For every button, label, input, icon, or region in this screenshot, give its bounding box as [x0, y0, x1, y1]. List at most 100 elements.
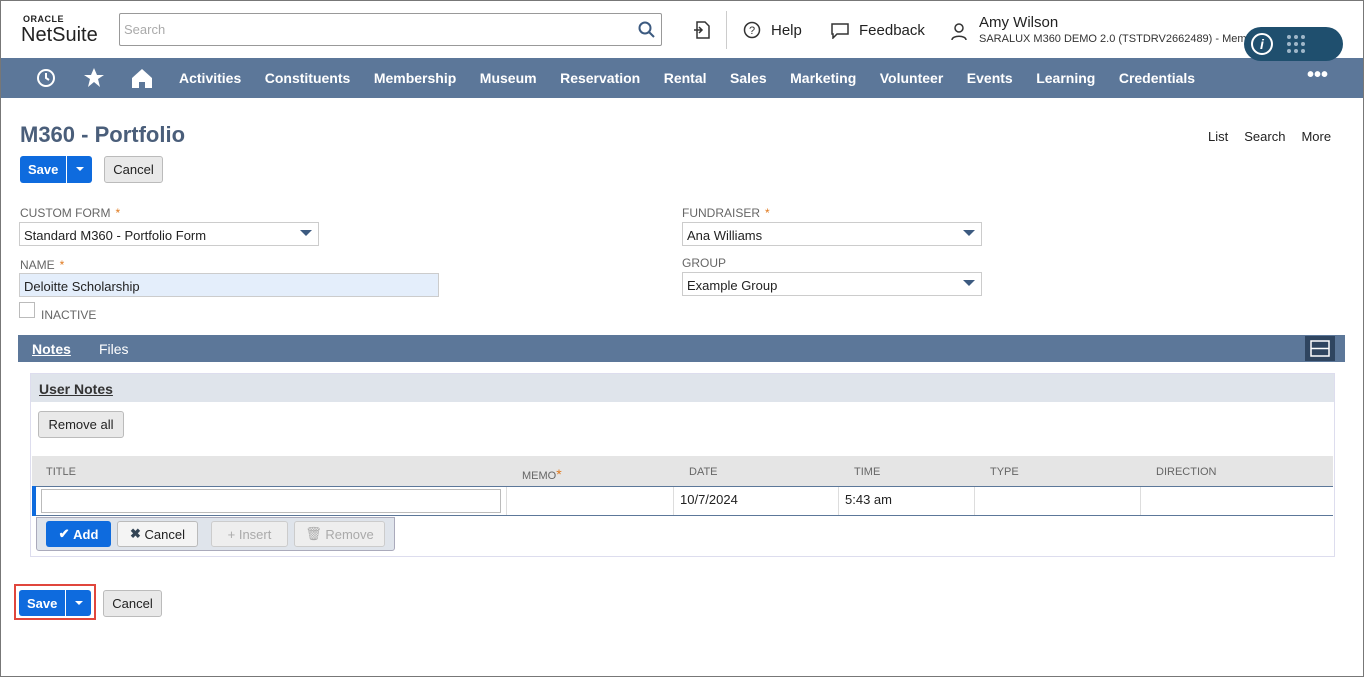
nav-item[interactable]: Credentials	[1118, 70, 1196, 86]
footer-save-button[interactable]: Save	[19, 590, 91, 616]
field-label: CUSTOM FORM *	[20, 206, 120, 220]
select-value: Ana Williams	[687, 228, 763, 243]
subtab-header	[31, 374, 1334, 402]
feedback-icon	[831, 23, 849, 39]
button-label: Insert	[238, 526, 272, 542]
user-name[interactable]: Amy Wilson	[979, 14, 1059, 31]
select-value: Standard M360 - Portfolio Form	[24, 228, 207, 243]
column-header: DATE	[689, 466, 718, 478]
column-header: TITLE	[46, 466, 76, 478]
nav-item[interactable]: Museum	[479, 70, 537, 86]
label-text: FUNDRAISER	[682, 206, 761, 220]
remove-all-button[interactable]: Remove all	[38, 411, 124, 438]
nav-menu: Activities Constituents Membership Museum Re…	[179, 70, 1195, 86]
input-value: Deloitte Scholarship	[24, 279, 140, 294]
nav-more[interactable]: •••	[1307, 64, 1329, 86]
date-cell[interactable]: 10/7/2024	[680, 492, 738, 507]
dropdown-icon[interactable]	[74, 600, 84, 606]
save-label: Save	[27, 595, 58, 611]
svg-text:?: ?	[749, 25, 755, 37]
tab-files[interactable]: Files	[99, 341, 129, 357]
nav-item[interactable]: Activities	[179, 70, 242, 86]
nav-bar: Activities Constituents Membership Museum Re…	[1, 58, 1363, 98]
title-input[interactable]	[41, 489, 501, 513]
page-link[interactable]: List	[1208, 129, 1229, 144]
time-cell[interactable]: 5:43 am	[845, 492, 892, 507]
dropdown-arrows	[300, 230, 975, 286]
label-text: CUSTOM FORM	[20, 206, 111, 220]
cell-divider	[974, 487, 975, 515]
row-marker	[32, 486, 36, 516]
divider	[726, 11, 727, 49]
field-label: FUNDRAISER *	[682, 206, 770, 220]
footer-cancel-button[interactable]: Cancel	[103, 590, 162, 617]
save-label: Save	[28, 162, 59, 177]
nav-item[interactable]: Marketing	[790, 70, 857, 86]
select-value: Example Group	[687, 278, 778, 293]
nav-item[interactable]: Sales	[730, 70, 767, 86]
search-box[interactable]: Search	[119, 13, 662, 46]
field-label: NAME *	[20, 258, 64, 272]
layout-toggle[interactable]	[1305, 336, 1335, 361]
column-header: DIRECTION	[1156, 466, 1217, 478]
divider	[66, 156, 67, 183]
row-cancel-button[interactable]: ✖ Cancel	[117, 521, 198, 547]
button-label: Cancel	[144, 526, 185, 542]
label-text: NAME	[20, 258, 55, 272]
help-icon: ?	[743, 21, 761, 39]
nav-icons[interactable]	[35, 67, 159, 89]
page-link[interactable]: More	[1301, 129, 1332, 144]
page-title: M360 - Portfolio	[20, 122, 186, 147]
remove-button[interactable]: 🗑 Remove	[294, 521, 385, 547]
required-mark: *	[765, 206, 770, 220]
page-links: List Search More	[1208, 129, 1331, 144]
divider	[65, 590, 66, 616]
fundraiser-select[interactable]: Ana Williams	[682, 222, 982, 246]
nav-item[interactable]: Reservation	[560, 70, 641, 86]
column-header: TYPE	[990, 466, 1019, 478]
dropdown-icon[interactable]	[75, 166, 85, 172]
nav-item[interactable]: Learning	[1036, 70, 1096, 86]
cell-divider	[506, 487, 507, 515]
insert-button[interactable]: + Insert	[211, 521, 288, 547]
nav-item[interactable]: Rental	[663, 70, 707, 86]
nav-item[interactable]: Volunteer	[879, 70, 944, 86]
subtab-title[interactable]: User Notes	[39, 381, 113, 397]
user-role: SARALUX M360 DEMO 2.0 (TSTDRV2662489) - …	[979, 33, 1330, 45]
tab-bar: Notes Files	[18, 335, 1345, 362]
highlight-box	[14, 584, 96, 620]
recent-icon[interactable]	[693, 20, 713, 40]
column-header: TIME	[854, 466, 881, 478]
inactive-checkbox[interactable]	[19, 302, 35, 318]
field-label: GROUP	[682, 256, 727, 270]
cell-divider	[838, 487, 839, 515]
table-header	[32, 456, 1333, 486]
required-mark: *	[59, 258, 65, 272]
required-mark: *	[556, 466, 562, 482]
svg-text:i: i	[1260, 36, 1265, 52]
group-select[interactable]: Example Group	[682, 272, 982, 296]
feedback-link[interactable]: Feedback	[859, 22, 925, 39]
nav-item[interactable]: Constituents	[264, 70, 351, 86]
logo-netsuite: NetSuite	[21, 24, 98, 46]
save-button[interactable]: Save	[20, 156, 92, 183]
cell-divider	[1140, 487, 1141, 515]
cell-divider	[673, 487, 674, 515]
name-input[interactable]: Deloitte Scholarship	[19, 273, 439, 297]
nav-item[interactable]: Events	[966, 70, 1013, 86]
button-label: Remove	[325, 526, 374, 542]
nav-item[interactable]: Membership	[373, 70, 457, 86]
required-mark: *	[115, 206, 121, 220]
search-placeholder: Search	[124, 22, 166, 37]
help-link[interactable]: Help	[771, 22, 802, 39]
page-link[interactable]: Search	[1244, 129, 1286, 144]
custom-form-select[interactable]: Standard M360 - Portfolio Form	[19, 222, 319, 246]
assistant-widget[interactable]: i	[1244, 27, 1343, 61]
cancel-button[interactable]: Cancel	[104, 156, 163, 183]
add-button[interactable]: ✔ Add	[46, 521, 111, 547]
column-header: MEMO*	[522, 466, 562, 482]
search-icon	[638, 21, 655, 38]
tab-notes[interactable]: Notes	[32, 341, 71, 357]
edit-row	[32, 486, 1333, 516]
